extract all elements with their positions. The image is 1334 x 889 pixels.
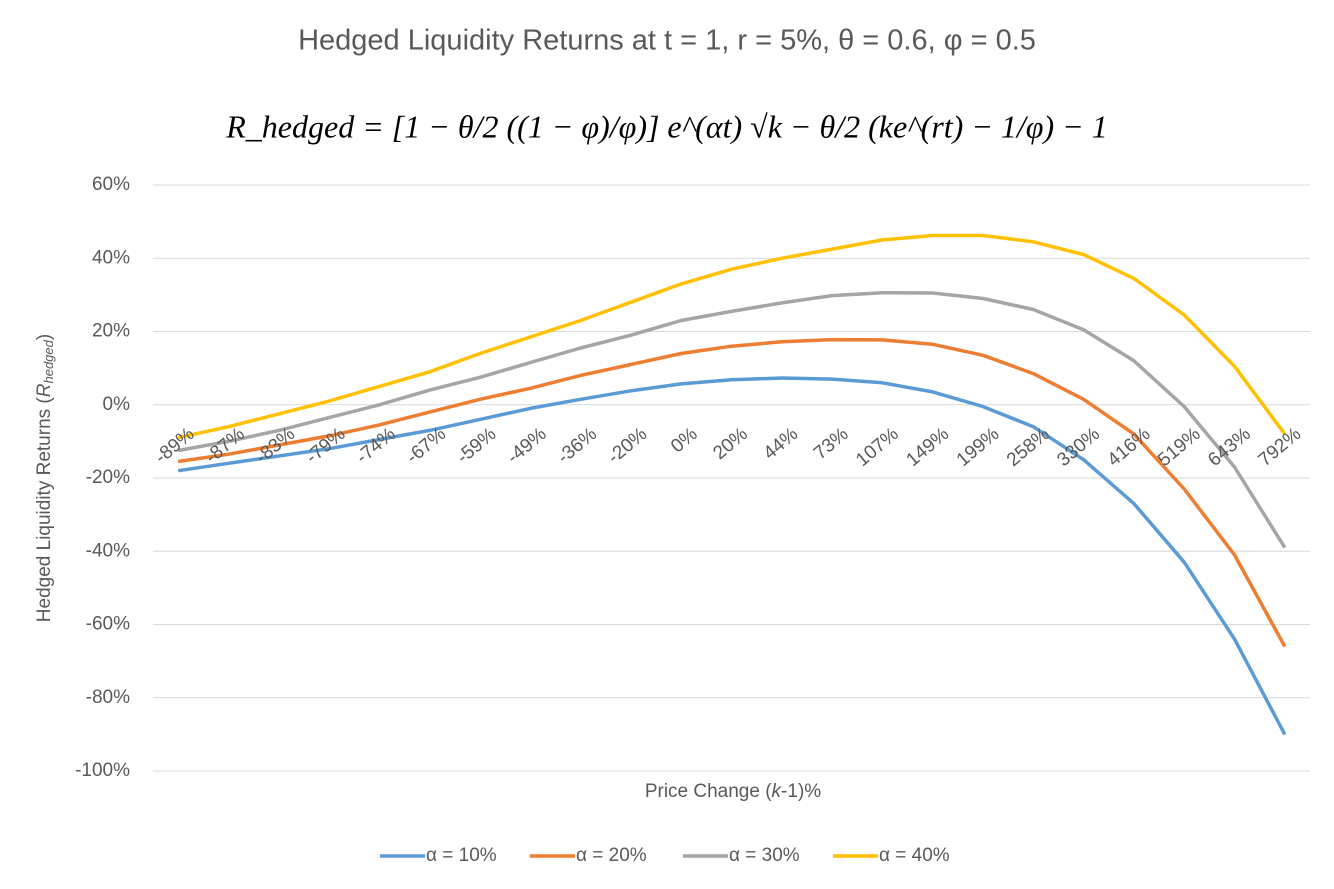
x-tick-label: 199% xyxy=(953,424,1004,471)
y-tick-label: -60% xyxy=(86,614,130,635)
y-axis-title-part: ) xyxy=(34,334,55,340)
y-tick-label: 40% xyxy=(92,247,130,268)
x-tick-label: 258% xyxy=(1003,424,1054,471)
y-tick-label: 0% xyxy=(103,394,131,415)
y-tick-label: -80% xyxy=(86,687,130,708)
x-tick-label: -49% xyxy=(503,424,551,469)
y-axis-title-part: R xyxy=(34,383,55,397)
y-tick-label: -100% xyxy=(75,760,130,781)
y-tick-label: 20% xyxy=(92,321,130,342)
x-tick-label: 73% xyxy=(810,424,853,465)
x-tick-label: 792% xyxy=(1255,424,1306,471)
x-tick-label: -36% xyxy=(554,424,602,469)
y-axis-title-part: Hedged Liquidity Returns ( xyxy=(34,397,55,623)
x-tick-label: 519% xyxy=(1154,424,1205,471)
x-tick-label: 330% xyxy=(1053,424,1104,471)
x-tick-label: 0% xyxy=(667,424,702,458)
y-axis-title: Hedged Liquidity Returns (Rhedged) xyxy=(34,334,56,622)
x-axis-title-part: Price Change ( xyxy=(645,781,772,802)
legend-label: α = 40% xyxy=(879,845,950,866)
series-line xyxy=(177,376,1287,736)
x-tick-label: -59% xyxy=(453,424,501,469)
legend-label: α = 30% xyxy=(729,845,800,866)
y-tick-label: -40% xyxy=(86,540,130,561)
y-tick-label: 60% xyxy=(92,174,130,195)
formula: R_hedged = [1 − θ/2 ((1 − φ)/φ)] e^(αt) … xyxy=(225,108,1108,144)
legend-label: α = 10% xyxy=(426,845,497,866)
x-tick-label: 149% xyxy=(902,424,953,471)
x-axis-title-part: k xyxy=(772,781,783,802)
series-line xyxy=(177,233,1287,440)
chart-title: Hedged Liquidity Returns at t = 1, r = 5… xyxy=(298,25,1036,57)
x-tick-label: -89% xyxy=(151,424,199,469)
x-tick-label: 44% xyxy=(760,424,803,465)
x-axis-title: Price Change (k-1)% xyxy=(645,781,821,802)
legend-label: α = 20% xyxy=(576,845,647,866)
x-tick-label: 107% xyxy=(852,424,903,471)
x-tick-label: -20% xyxy=(604,424,652,469)
y-tick-label: -20% xyxy=(86,467,130,488)
x-axis-title-part: -1)% xyxy=(781,781,821,802)
series-line xyxy=(177,337,1287,648)
series-line xyxy=(177,290,1287,549)
y-axis-title-part: hedged xyxy=(41,339,56,383)
x-tick-label: 20% xyxy=(709,424,752,465)
